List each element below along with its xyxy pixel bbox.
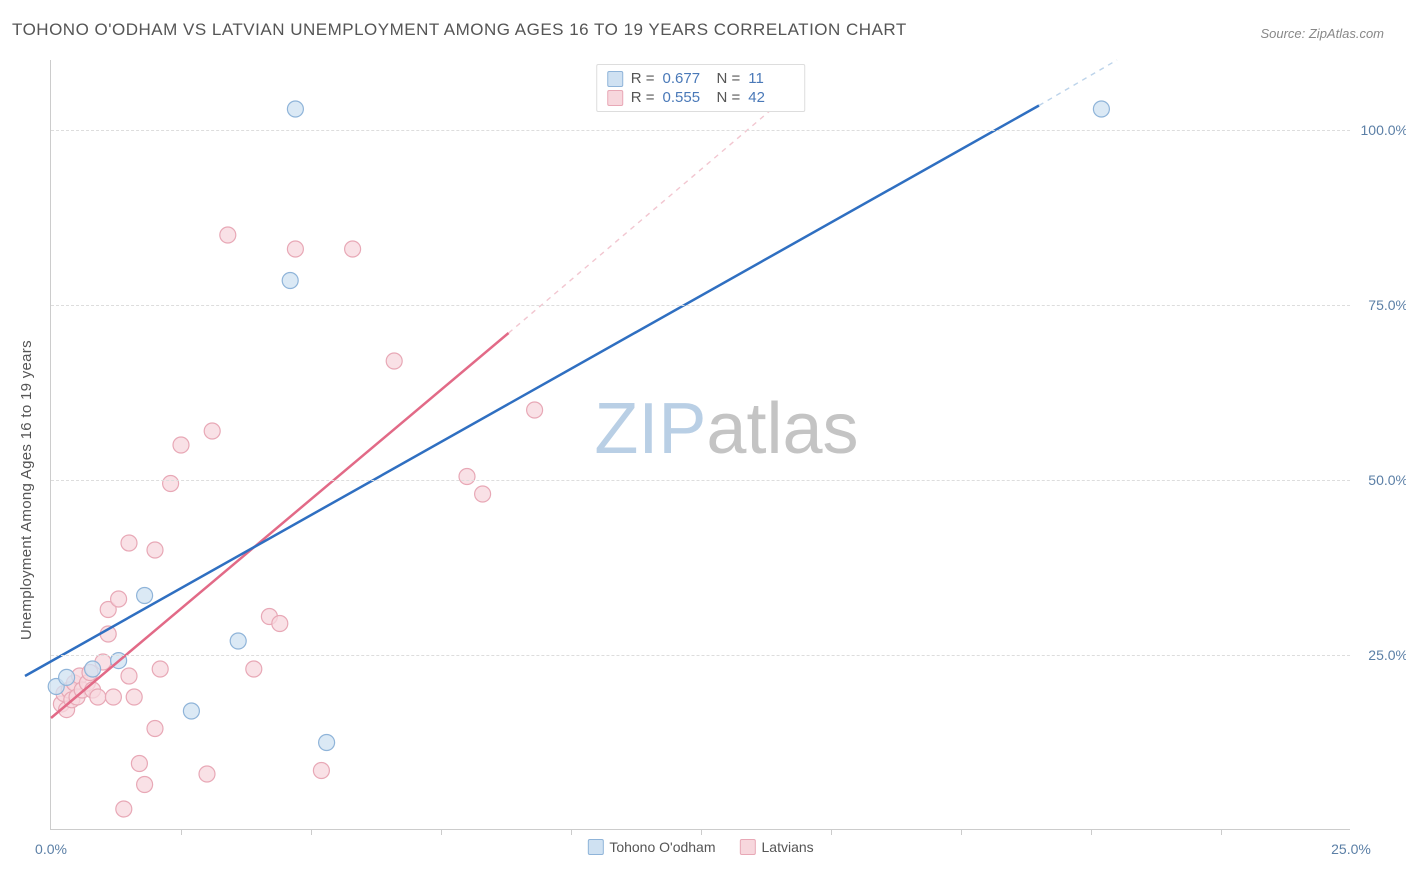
y-axis-label: Unemployment Among Ages 16 to 19 years — [18, 340, 35, 640]
x-minor-tick — [831, 829, 832, 835]
source-attribution: Source: ZipAtlas.com — [1260, 26, 1384, 41]
x-minor-tick — [311, 829, 312, 835]
gridline-h — [51, 130, 1350, 131]
swatch-tohono-b — [587, 839, 603, 855]
legend-item-latvians: Latvians — [740, 839, 814, 855]
legend-row-latvians: R = 0.555 N = 42 — [607, 88, 795, 107]
legend-correlation: R = 0.677 N = 11 R = 0.555 N = 42 — [596, 64, 806, 112]
chart-svg — [51, 60, 1350, 829]
gridline-h — [51, 655, 1350, 656]
legend-label-latvians: Latvians — [762, 839, 814, 855]
x-minor-tick — [441, 829, 442, 835]
x-minor-tick — [961, 829, 962, 835]
x-minor-tick — [1221, 829, 1222, 835]
y-tick-label: 25.0% — [1368, 647, 1406, 663]
n-value-latvians: 42 — [748, 89, 794, 106]
x-minor-tick — [571, 829, 572, 835]
y-tick-label: 75.0% — [1368, 297, 1406, 313]
x-tick-label: 0.0% — [35, 841, 67, 857]
legend-item-tohono: Tohono O'odham — [587, 839, 715, 855]
x-minor-tick — [1091, 829, 1092, 835]
swatch-latvians — [607, 90, 623, 106]
gridline-h — [51, 305, 1350, 306]
plot-area: ZIPatlas R = 0.677 N = 11 R = 0.555 N = … — [50, 60, 1350, 830]
x-tick-label: 25.0% — [1331, 841, 1371, 857]
legend-label-tohono: Tohono O'odham — [609, 839, 715, 855]
r-value-tohono: 0.677 — [663, 70, 709, 87]
y-tick-label: 100.0% — [1361, 122, 1406, 138]
r-prefix-1: R = — [631, 89, 655, 106]
legend-series: Tohono O'odham Latvians — [587, 839, 813, 855]
y-tick-label: 50.0% — [1368, 472, 1406, 488]
r-value-latvians: 0.555 — [663, 89, 709, 106]
x-minor-tick — [701, 829, 702, 835]
legend-row-tohono: R = 0.677 N = 11 — [607, 69, 795, 88]
n-prefix-0: N = — [717, 70, 741, 87]
correlation-chart: TOHONO O'ODHAM VS LATVIAN UNEMPLOYMENT A… — [0, 0, 1406, 892]
n-prefix-1: N = — [717, 89, 741, 106]
chart-title: TOHONO O'ODHAM VS LATVIAN UNEMPLOYMENT A… — [12, 20, 907, 40]
swatch-latvians-b — [740, 839, 756, 855]
n-value-tohono: 11 — [748, 70, 794, 87]
swatch-tohono — [607, 71, 623, 87]
r-prefix-0: R = — [631, 70, 655, 87]
gridline-h — [51, 480, 1350, 481]
x-minor-tick — [181, 829, 182, 835]
